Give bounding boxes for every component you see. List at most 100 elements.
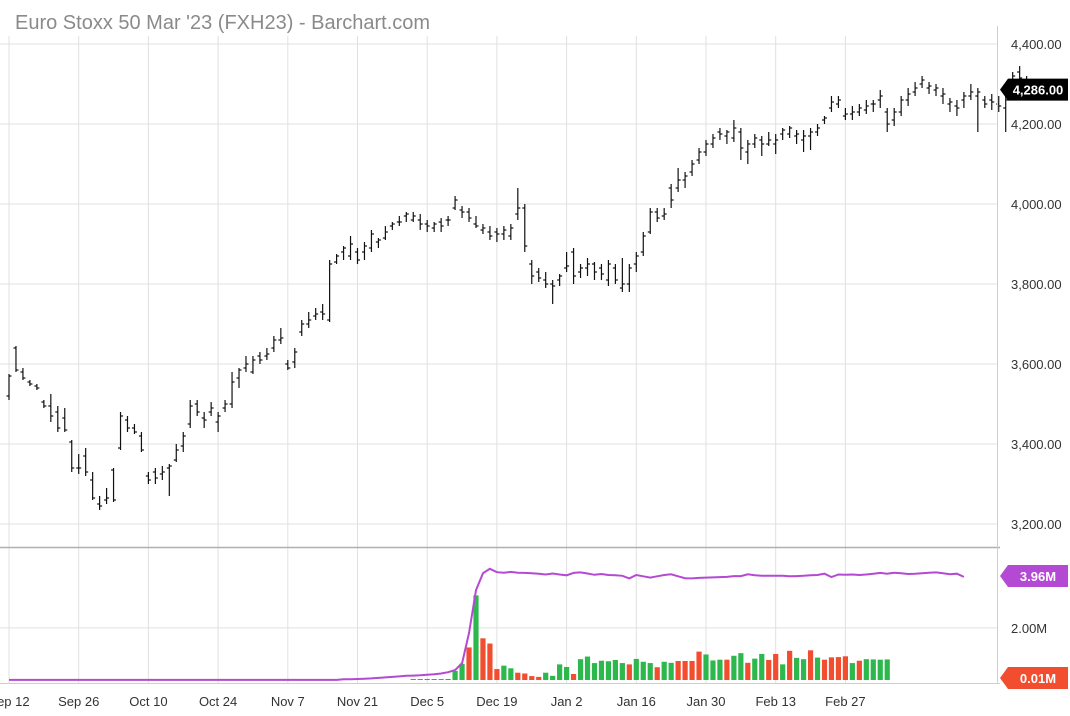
ohlc-bar bbox=[710, 134, 716, 148]
ohlc-bar bbox=[696, 148, 702, 164]
ohlc-bar bbox=[480, 224, 486, 234]
volume-bar bbox=[598, 660, 605, 680]
ohlc-bar bbox=[815, 124, 821, 136]
ohlc-bar bbox=[320, 304, 326, 320]
ohlc-bar bbox=[940, 88, 946, 104]
ohlc-bar bbox=[661, 208, 667, 220]
volume-bar bbox=[842, 656, 848, 680]
x-tick-label: Feb 27 bbox=[825, 694, 865, 709]
volume-bar bbox=[766, 659, 772, 680]
ohlc-bar bbox=[968, 84, 974, 100]
x-tick-label: Sep 12 bbox=[0, 694, 30, 709]
ohlc-bar bbox=[62, 408, 68, 432]
ohlc-bar bbox=[689, 160, 695, 176]
volume-bar bbox=[870, 659, 876, 680]
volume-bar bbox=[780, 664, 786, 680]
volume-bar bbox=[584, 656, 591, 680]
ohlc-bar bbox=[355, 248, 360, 264]
y-tick-label: 3,600.00 bbox=[1011, 357, 1062, 372]
ohlc-bar bbox=[410, 212, 416, 222]
ohlc-bar bbox=[926, 82, 932, 94]
ohlc-bar bbox=[180, 432, 186, 452]
volume-bar bbox=[431, 679, 437, 680]
ohlc-bar bbox=[947, 98, 953, 112]
ohlc-bar bbox=[90, 472, 96, 500]
ohlc-bar bbox=[41, 400, 47, 408]
ohlc-bar bbox=[459, 206, 465, 218]
ohlc-bar bbox=[752, 134, 758, 148]
ohlc-bar bbox=[389, 222, 395, 230]
ohlc-bar bbox=[368, 230, 374, 252]
volume-bar bbox=[738, 653, 744, 680]
ohlc-bar bbox=[759, 136, 765, 156]
ohlc-bar bbox=[640, 232, 646, 256]
last-price-badge-shape bbox=[1000, 78, 1068, 101]
ohlc-bar bbox=[605, 260, 611, 286]
volume-bar bbox=[877, 659, 883, 680]
ohlc-bar bbox=[452, 196, 458, 210]
ohlc-bar bbox=[97, 496, 103, 510]
ohlc-bar bbox=[585, 258, 591, 276]
volume-bar bbox=[696, 651, 702, 680]
ohlc-bar bbox=[780, 128, 786, 140]
ohlc-bar bbox=[285, 360, 291, 370]
volume-bar bbox=[814, 657, 821, 680]
volume-bar bbox=[612, 659, 618, 680]
volume-bar bbox=[522, 673, 528, 680]
volume-bar bbox=[424, 679, 430, 680]
last-volume-badge-shape bbox=[1000, 667, 1068, 689]
ohlc-bar bbox=[961, 92, 967, 108]
open-interest-badge: 3.96M bbox=[1000, 565, 1068, 587]
ohlc-bar bbox=[431, 222, 437, 232]
ohlc-bar bbox=[341, 246, 347, 260]
ohlc-bar bbox=[766, 132, 772, 146]
volume-bar bbox=[501, 665, 507, 680]
ohlc-bar bbox=[27, 380, 33, 386]
ohlc-bar bbox=[682, 172, 688, 188]
ohlc-bar bbox=[550, 280, 556, 304]
ohlc-bar bbox=[236, 368, 242, 388]
volume-bar bbox=[647, 663, 653, 680]
volume-bar bbox=[807, 650, 814, 680]
ohlc-bar bbox=[954, 100, 960, 116]
ohlc-bar bbox=[849, 106, 855, 120]
ohlc-bar bbox=[996, 96, 1002, 112]
volume-bar bbox=[863, 659, 869, 680]
ohlc-bar bbox=[842, 108, 848, 120]
ohlc-bar bbox=[250, 356, 256, 374]
volume-bar bbox=[724, 659, 730, 680]
ohlc-bar bbox=[299, 320, 305, 336]
ohlc-bar bbox=[912, 82, 918, 96]
ohlc-bar bbox=[626, 264, 632, 292]
ohlc-bar bbox=[905, 88, 911, 106]
ohlc-bar bbox=[264, 348, 270, 360]
ohlc-bar bbox=[473, 216, 479, 228]
ohlc-bar bbox=[619, 258, 625, 292]
ohlc-bar bbox=[222, 400, 228, 412]
y-tick-label: 3,400.00 bbox=[1011, 437, 1062, 452]
ohlc-bar bbox=[773, 134, 779, 154]
volume-bar bbox=[417, 679, 423, 680]
ohlc-bar bbox=[745, 140, 751, 164]
ohlc-bar bbox=[703, 140, 709, 156]
ohlc-bar bbox=[633, 252, 639, 272]
volume-bar bbox=[800, 659, 807, 680]
ohlc-bar bbox=[48, 394, 54, 422]
ohlc-bar bbox=[292, 348, 298, 368]
volume-bar bbox=[794, 657, 800, 680]
ohlc-bar bbox=[508, 224, 514, 240]
ohlc-bar bbox=[159, 466, 165, 480]
volume-tick-label: 2.00M bbox=[1011, 621, 1047, 636]
ohlc-bar bbox=[738, 128, 744, 160]
ohlc-bar bbox=[138, 432, 144, 452]
ohlc-bar bbox=[34, 384, 40, 390]
volume-bar bbox=[466, 647, 472, 680]
price-bars bbox=[6, 66, 1051, 510]
ohlc-bar bbox=[215, 412, 221, 432]
last-volume-badge-label: 0.01M bbox=[1020, 671, 1056, 686]
volume-bar bbox=[731, 655, 737, 680]
volume-bar bbox=[570, 674, 577, 680]
volume-bar bbox=[787, 650, 793, 680]
volume-bar bbox=[529, 676, 535, 680]
